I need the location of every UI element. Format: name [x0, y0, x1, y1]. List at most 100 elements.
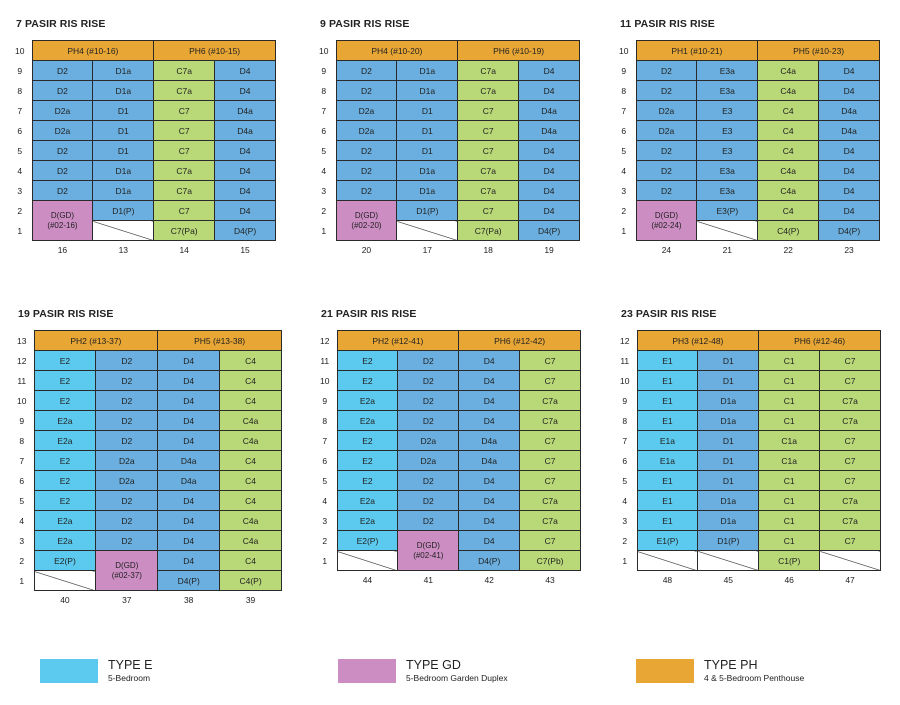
block-title: 19 PASIR RIS RISE: [18, 308, 114, 320]
unit-cell: D2a: [335, 100, 398, 121]
unit-cell: D1a: [92, 80, 155, 101]
unit-cell: E2(P): [336, 530, 399, 551]
level-label: 9: [622, 395, 628, 406]
unit-cell: E1(P): [636, 530, 699, 551]
level-label: 10: [17, 395, 27, 406]
level-label: 10: [620, 375, 630, 386]
unit-cell: D2a: [635, 120, 698, 141]
unit-cell: D2: [635, 160, 698, 181]
unit-cell: D4: [458, 350, 521, 371]
unit-cell: E3: [696, 120, 759, 141]
level-label: 4: [622, 495, 628, 506]
unit-cell: E1: [636, 370, 699, 391]
stack-number: 48: [662, 575, 673, 586]
unit-cell: D2a: [397, 430, 460, 451]
unit-cell: C7: [819, 450, 881, 471]
level-label: 12: [320, 335, 330, 346]
unit-cell: C7a: [519, 510, 581, 531]
unit-cell: C7a: [153, 180, 216, 201]
unit-cell: D4: [818, 180, 880, 201]
unit-cell: C4: [219, 370, 282, 391]
unit-cell: D4a: [458, 430, 521, 451]
level-label: 4: [17, 165, 23, 176]
unit-cell: D2: [335, 180, 398, 201]
unit-cell: C4: [219, 350, 282, 371]
unit-cell: C7: [519, 430, 581, 451]
level-label: 9: [322, 395, 328, 406]
stack-number: 44: [362, 575, 373, 586]
unit-cell: E2a: [336, 510, 399, 531]
stack-number: 19: [544, 245, 554, 256]
level-label: 2: [622, 535, 628, 546]
level-label: 9: [19, 415, 25, 426]
unit-cell: D4: [458, 470, 521, 491]
level-label: 3: [622, 515, 628, 526]
unit-cell: C7: [819, 470, 881, 491]
unit-cell: C4: [219, 450, 282, 471]
unit-cell: D1: [697, 470, 760, 491]
level-label: 5: [19, 495, 25, 506]
unit-cell: E2a: [33, 430, 97, 451]
unavailable-cell: [92, 220, 155, 241]
stack-number: 21: [722, 245, 733, 256]
level-label: 1: [17, 225, 23, 236]
stack-number: 47: [845, 575, 855, 586]
legend-title: TYPE E: [108, 658, 153, 672]
unit-cell: D4: [157, 530, 221, 551]
unit-cell: E1: [636, 470, 699, 491]
stack-number: 40: [60, 595, 70, 606]
unit-cell: C7: [519, 470, 581, 491]
block-19-pasir-ris-rise: 19 PASIR RIS RISE 13 PH2 (#13-37) PH5 (#13-…: [10, 308, 282, 607]
unit-cell: C7(Pa): [153, 220, 216, 241]
unit-cell: E2: [336, 430, 399, 451]
unit-cell: D2: [335, 140, 398, 161]
block-23-pasir-ris-rise: 23 PASIR RIS RISE 12 PH3 (#12-48) PH6 (#12-…: [613, 308, 881, 587]
unit-cell: D4(P): [157, 570, 221, 591]
unit-cell: D1: [697, 450, 760, 471]
level-label: 4: [19, 515, 25, 526]
unit-cell: C7: [519, 450, 581, 471]
stack-number: 16: [57, 245, 68, 256]
unit-cell: D1a: [396, 80, 459, 101]
unit-cell: C7: [519, 370, 581, 391]
unit-cell: D4: [518, 60, 580, 81]
unit-cell: D4a: [214, 120, 276, 141]
block-title: 21 PASIR RIS RISE: [321, 308, 417, 320]
unit-cell: C4a: [757, 80, 820, 101]
unit-cell: C4: [757, 100, 820, 121]
level-label: 6: [322, 455, 328, 466]
unit-cell: C4a: [757, 160, 820, 181]
unit-cell: D2: [335, 160, 398, 181]
legend-type-ph: TYPE PH 4 & 5-Bedroom Penthouse: [636, 657, 896, 683]
level-label: 2: [19, 555, 25, 566]
unit-cell: D4a: [157, 470, 221, 491]
block-11-pasir-ris-rise: 11 PASIR RIS RISE 10 PH1 (#10-21) PH5 (#10-…: [612, 18, 880, 257]
unit-cell: C1a: [758, 430, 821, 451]
unit-cell: D2: [397, 410, 460, 431]
unit-cell: C4(P): [757, 220, 820, 241]
unit-cell: E1: [636, 390, 699, 411]
legend-subtitle: 5-Bedroom: [108, 673, 151, 683]
unit-cell: D4: [818, 60, 880, 81]
unit-cell: C1: [758, 370, 821, 391]
penthouse-cell: PH3 (#12-48): [636, 330, 760, 351]
unit-cell: C4a: [219, 430, 282, 451]
unit-cell: D2: [397, 470, 460, 491]
unit-cell: C7: [819, 370, 881, 391]
level-label: 6: [622, 455, 628, 466]
unit-cell: D4: [518, 160, 580, 181]
unit-cell: D2: [635, 140, 698, 161]
unit-cell: C7: [457, 140, 520, 161]
unit-table: 10 PH1 (#10-21) PH5 (#10-23) 9 D2 E3a C4a D4 8 D2…: [612, 40, 880, 257]
penthouse-cell: PH6 (#12-42): [458, 330, 581, 351]
unit-cell: C4: [757, 120, 820, 141]
unit-cell: C4a: [757, 180, 820, 201]
unit-cell: D1(P): [697, 530, 760, 551]
unit-cell: D4a: [458, 450, 521, 471]
level-label: 7: [17, 105, 23, 116]
level-label: 3: [322, 515, 328, 526]
penthouse-cell: PH2 (#12-41): [336, 330, 460, 351]
unit-cell: E2: [33, 390, 97, 411]
unit-cell: E3a: [696, 160, 759, 181]
unit-cell: C7a: [519, 390, 581, 411]
